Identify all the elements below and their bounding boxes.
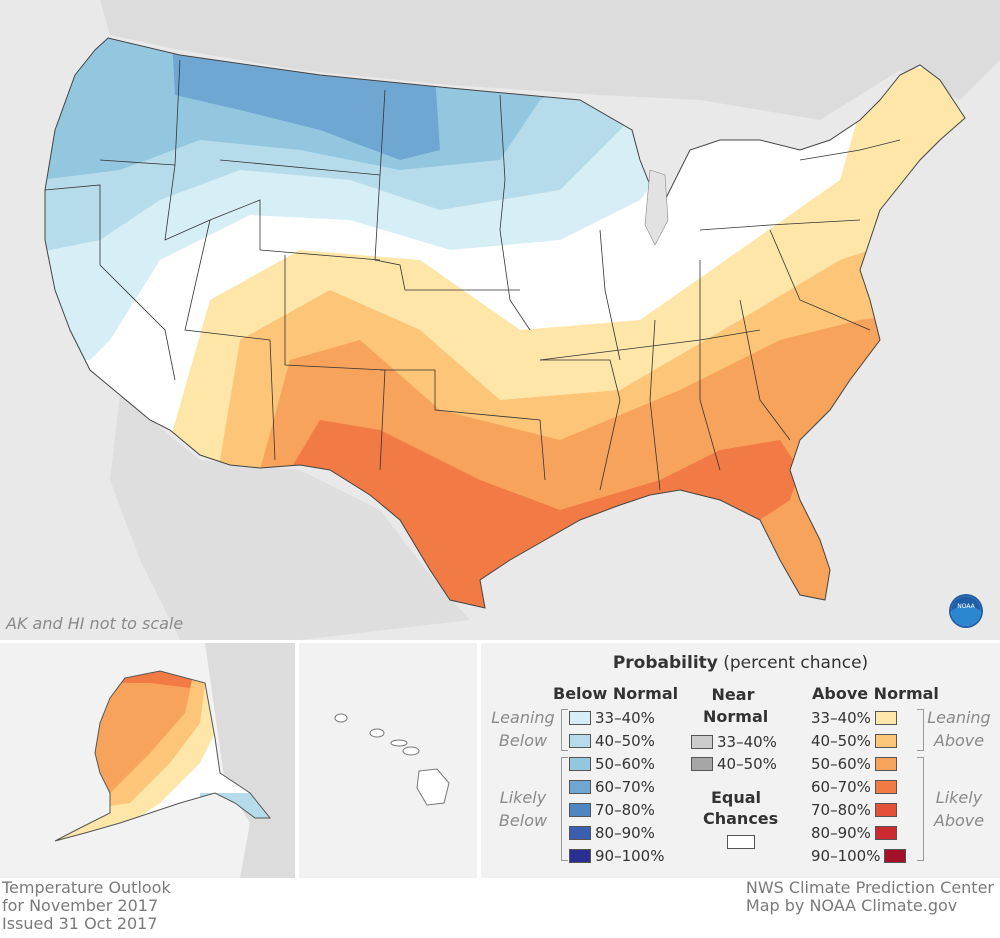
alaska-outline <box>54 670 272 842</box>
above-normal-heading: Above Normal <box>812 684 939 703</box>
credit-caption: NWS Climate Prediction Center Map by NOA… <box>745 878 994 915</box>
below-item-1-swatch <box>569 711 591 725</box>
leaning-below-label: Leaning Below <box>491 708 555 750</box>
below-item-4: 60–70% <box>569 776 659 798</box>
above-item-7-label: 90–100% <box>811 847 881 865</box>
near-item-2-label: 40–50% <box>717 755 777 773</box>
above-item-3-label: 50–60% <box>811 755 871 773</box>
near-item-1-swatch <box>691 735 713 749</box>
equal-chances-swatch <box>727 835 755 849</box>
legend: Probability (percent chance) Below Norma… <box>481 643 1000 878</box>
below-item-5-swatch <box>569 803 591 817</box>
near-normal-heading: Near Normal <box>703 685 769 726</box>
below-item-3-swatch <box>569 757 591 771</box>
legend-title: Probability (percent chance) <box>612 653 869 673</box>
mexico-shape <box>110 395 470 640</box>
above-item-5-label: 70–80% <box>811 801 871 819</box>
conus-outline <box>44 37 966 609</box>
noaa-logo-icon: NOAA <box>949 594 983 628</box>
below-item-1: 33–40% <box>569 707 659 729</box>
conus-map: NOAA AK and HI not to scale <box>0 0 1000 640</box>
conus-map-svg: NOAA <box>44 0 1000 640</box>
below-item-6-label: 80–90% <box>595 824 655 842</box>
leaning-above-label: Leaning Above <box>927 708 991 750</box>
alaska-map-svg <box>54 643 295 878</box>
below-item-2-label: 40–50% <box>595 732 655 750</box>
below-item-7-swatch <box>569 849 591 863</box>
leaning-above-bracket <box>917 709 924 751</box>
likely-below-label: Likely Below <box>498 788 548 830</box>
equal-chances-heading: Equal Chances <box>703 788 779 828</box>
canada-shape <box>100 0 1000 120</box>
scale-note: AK and HI not to scale <box>6 614 184 633</box>
above-item-4-swatch <box>874 780 897 794</box>
state-borders <box>45 59 901 491</box>
leaning-below-bracket <box>561 709 568 751</box>
below-item-7-label: 90–100% <box>595 847 665 865</box>
above-item-6: 80–90% <box>807 822 897 844</box>
below-item-5-label: 70–80% <box>595 801 655 819</box>
below-item-4-label: 60–70% <box>595 778 655 796</box>
hawaii-inset <box>299 643 477 878</box>
below-item-5: 70–80% <box>569 799 659 821</box>
above-item-7: 90–100% <box>807 845 907 867</box>
above-item-3: 50–60% <box>807 753 897 775</box>
near-item-1: 33–40% <box>691 731 781 753</box>
outlook-caption: Temperature Outlook for November 2017 Is… <box>2 878 171 933</box>
above-item-5: 70–80% <box>807 799 897 821</box>
above-item-5-swatch <box>874 803 897 817</box>
below-item-1-label: 33–40% <box>595 709 655 727</box>
near-item-2: 40–50% <box>691 753 781 775</box>
hawaii-islands <box>334 713 450 806</box>
lake-michigan <box>644 169 669 246</box>
above-item-2-swatch <box>874 734 897 748</box>
above-item-1-label: 33–40% <box>811 709 871 727</box>
above-item-1: 33–40% <box>807 707 897 729</box>
above-item-3-swatch <box>874 757 897 771</box>
likely-above-bracket <box>917 757 924 861</box>
likely-above-label: Likely Above <box>933 788 985 830</box>
below-normal-heading: Below Normal <box>553 684 679 703</box>
below-item-4-swatch <box>569 780 591 794</box>
canada-inset-shape <box>205 643 295 878</box>
hawaii-map-svg <box>334 713 450 806</box>
above-item-7-swatch <box>884 849 907 863</box>
below-item-6: 80–90% <box>569 822 659 844</box>
above-item-4-label: 60–70% <box>811 778 871 796</box>
above-item-1-swatch <box>874 711 897 725</box>
above-item-2: 40–50% <box>807 730 897 752</box>
below-item-2-swatch <box>569 734 591 748</box>
below-item-7: 90–100% <box>569 845 668 867</box>
svg-text:NOAA: NOAA <box>957 603 975 610</box>
alaska-inset <box>0 643 295 878</box>
near-item-1-label: 33–40% <box>717 733 777 751</box>
near-item-2-swatch <box>691 757 713 771</box>
above-item-6-label: 80–90% <box>811 824 871 842</box>
above-item-4: 60–70% <box>807 776 897 798</box>
below-item-2: 40–50% <box>569 730 659 752</box>
below-item-6-swatch <box>569 826 591 840</box>
above-item-6-swatch <box>874 826 897 840</box>
below-item-3: 50–60% <box>569 753 659 775</box>
below-item-3-label: 50–60% <box>595 755 655 773</box>
above-item-2-label: 40–50% <box>811 732 871 750</box>
likely-below-bracket <box>561 757 568 861</box>
